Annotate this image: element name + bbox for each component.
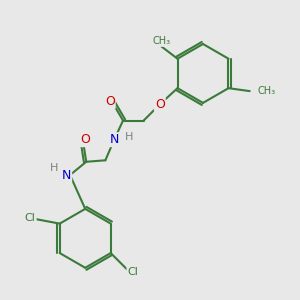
Text: O: O <box>80 133 90 146</box>
Text: H: H <box>50 163 58 173</box>
Text: O: O <box>105 95 115 108</box>
Text: O: O <box>155 98 165 111</box>
Text: N: N <box>110 133 119 146</box>
Text: Cl: Cl <box>128 267 138 277</box>
Text: N: N <box>62 169 71 182</box>
Text: CH₃: CH₃ <box>152 36 170 46</box>
Text: CH₃: CH₃ <box>257 86 275 96</box>
Text: Cl: Cl <box>25 213 36 223</box>
Text: H: H <box>125 132 133 142</box>
